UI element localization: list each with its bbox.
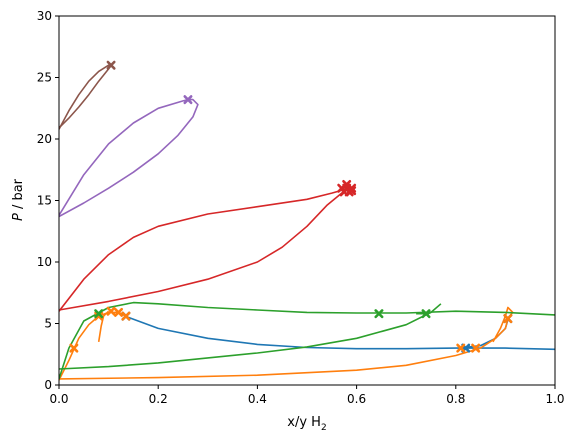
x-axis: 0.0 0.2 0.4 0.6 0.8 1.0	[49, 385, 565, 406]
series-3-marker	[374, 309, 384, 319]
series-layer	[59, 64, 555, 381]
y-tick-label: 5	[44, 317, 52, 331]
series-6-marker	[106, 60, 116, 70]
series-3-line	[59, 301, 555, 380]
series-2-marker	[114, 307, 124, 317]
series-2-marker	[121, 311, 131, 321]
series-1-line	[128, 316, 555, 351]
y-tick-label: 30	[37, 9, 52, 23]
series-4-line	[59, 187, 350, 312]
y-tick-label: 25	[37, 71, 52, 85]
y-tick-label: 0	[44, 378, 52, 392]
series-4-marker	[347, 186, 357, 196]
series-5-line	[59, 98, 189, 216]
x-tick-label: 0.8	[446, 392, 465, 406]
series-6-line	[59, 64, 112, 129]
y-tick-label: 10	[37, 255, 52, 269]
x-axis-label: x/y H2	[287, 415, 326, 433]
x-tick-label: 0.0	[49, 392, 68, 406]
series-5-line	[59, 98, 199, 218]
series-5-marker	[183, 95, 193, 105]
series-3-line	[59, 303, 442, 370]
series-2-marker	[456, 343, 466, 353]
x-tick-label: 1.0	[545, 392, 564, 406]
y-tick-label: 15	[37, 194, 52, 208]
series-2-marker	[471, 343, 481, 353]
plot-frame	[58, 15, 556, 386]
y-tick-label: 20	[37, 132, 52, 146]
series-3-marker	[421, 309, 431, 319]
series-3-marker	[94, 309, 104, 319]
series-2-marker	[69, 343, 79, 353]
series-6-line	[59, 64, 112, 130]
marker-layer	[69, 60, 513, 353]
series-2-marker	[503, 314, 513, 324]
x-tick-label: 0.2	[149, 392, 168, 406]
series-4-line	[59, 187, 350, 311]
x-tick-label: 0.4	[248, 392, 267, 406]
y-axis: 0 5 10 15 20 25 30	[37, 9, 59, 392]
series-2-line	[59, 318, 509, 380]
y-axis-label: P / bar	[11, 178, 26, 221]
x-tick-label: 0.6	[347, 392, 366, 406]
series-2-marker	[106, 306, 116, 316]
series-2-line	[97, 310, 110, 343]
